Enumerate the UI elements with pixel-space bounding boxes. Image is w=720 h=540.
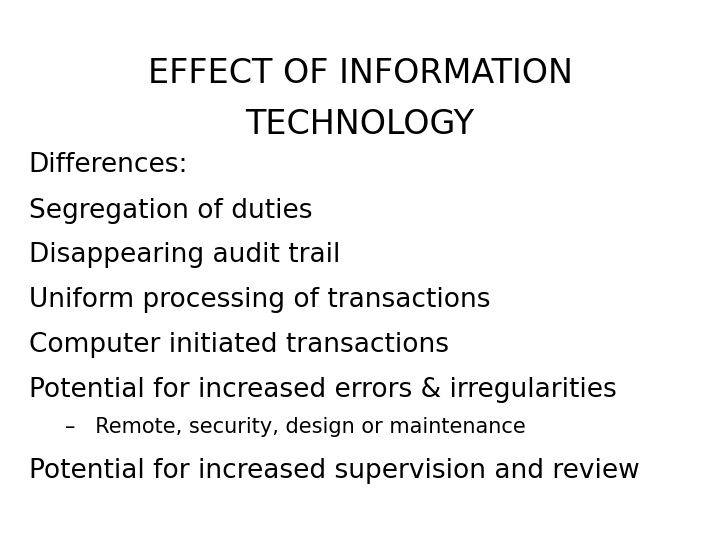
- Text: Potential for increased supervision and review: Potential for increased supervision and …: [29, 458, 639, 484]
- Text: Segregation of duties: Segregation of duties: [29, 198, 312, 224]
- Text: Uniform processing of transactions: Uniform processing of transactions: [29, 287, 490, 313]
- Text: Differences:: Differences:: [29, 152, 189, 178]
- Text: Disappearing audit trail: Disappearing audit trail: [29, 242, 340, 268]
- Text: EFFECT OF INFORMATION: EFFECT OF INFORMATION: [148, 57, 572, 90]
- Text: Computer initiated transactions: Computer initiated transactions: [29, 332, 449, 358]
- Text: Potential for increased errors & irregularities: Potential for increased errors & irregul…: [29, 377, 616, 403]
- Text: TECHNOLOGY: TECHNOLOGY: [246, 108, 474, 141]
- Text: –   Remote, security, design or maintenance: – Remote, security, design or maintenanc…: [65, 416, 526, 437]
